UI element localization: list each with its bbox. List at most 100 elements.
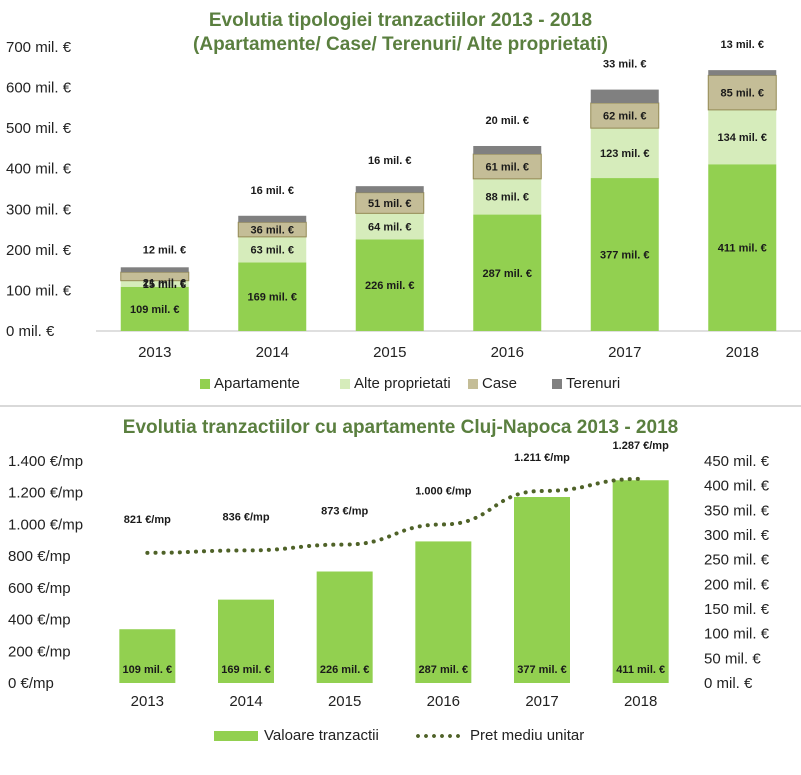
right-y-tick-label: 450 mil. € [704, 453, 770, 470]
data-label: 226 mil. € [320, 664, 370, 676]
bar-valoare-tranzactii [415, 541, 471, 683]
right-y-tick-label: 0 mil. € [704, 675, 753, 692]
legend-swatch [340, 379, 350, 389]
data-label: 64 mil. € [368, 221, 411, 233]
data-label: 51 mil. € [368, 198, 411, 210]
y-tick-label: 0 mil. € [6, 323, 55, 340]
data-label: 1.000 €/mp [415, 485, 472, 497]
x-tick-label: 2014 [229, 693, 262, 710]
legend-label: Valoare tranzactii [264, 727, 379, 744]
legend-item-alte-proprietati: Alte proprietati [340, 375, 451, 392]
bar-segment-terenuri [591, 90, 659, 103]
legend-item-terenuri: Terenuri [552, 375, 620, 392]
data-label: 20 mil. € [486, 115, 529, 127]
data-label: 36 mil. € [251, 225, 294, 237]
right-y-tick-label: 400 mil. € [704, 478, 770, 495]
y-tick-label: 700 mil. € [6, 39, 72, 56]
data-label: 109 mil. € [130, 304, 180, 316]
legend-label: Pret mediu unitar [470, 727, 584, 744]
x-tick-label: 2016 [491, 344, 524, 361]
chart-1-panel: Evolutia tipologiei tranzactiilor 2013 -… [0, 0, 801, 400]
left-y-tick-label: 1.400 €/mp [8, 453, 83, 470]
data-label: 109 mil. € [123, 664, 173, 676]
x-tick-label: 2013 [131, 693, 164, 710]
bar-segment-terenuri [238, 216, 306, 222]
data-label: 821 €/mp [124, 514, 171, 526]
data-label: 61 mil. € [486, 161, 529, 173]
data-label: 1.211 €/mp [514, 452, 570, 464]
data-label: 1.287 €/mp [613, 440, 670, 452]
y-tick-label: 200 mil. € [6, 242, 72, 259]
legend-label: Alte proprietati [354, 375, 451, 392]
right-y-tick-label: 250 mil. € [704, 552, 770, 569]
chart-1-plot: 0 mil. € 100 mil. € 200 mil. € 300 mil. € 40… [0, 0, 801, 400]
legend-swatch [468, 379, 478, 389]
legend-swatch [200, 379, 210, 389]
y-tick-label: 500 mil. € [6, 120, 72, 137]
x-tick-label: 2017 [525, 693, 558, 710]
data-label: 411 mil. € [718, 243, 767, 255]
legend-label: Case [482, 375, 517, 392]
data-label: 16 mil. € [251, 185, 294, 197]
x-tick-label: 2014 [256, 344, 289, 361]
left-y-tick-label: 800 €/mp [8, 548, 71, 565]
chart-2-panel: Evolutia tranzactiilor cu apartamente Cl… [0, 405, 801, 773]
left-y-tick-label: 1.200 €/mp [8, 485, 83, 502]
right-y-tick-label: 200 mil. € [704, 576, 770, 593]
bar-segment-terenuri [708, 70, 776, 75]
x-tick-label: 2015 [328, 693, 361, 710]
y-tick-label: 300 mil. € [6, 201, 72, 218]
x-tick-label: 2013 [138, 344, 171, 361]
x-tick-label: 2016 [427, 693, 460, 710]
data-label: 88 mil. € [486, 192, 529, 204]
bar-segment-terenuri [121, 267, 189, 272]
left-y-tick-label: 200 €/mp [8, 643, 71, 660]
data-label: 16 mil. € [368, 155, 411, 167]
right-y-tick-label: 300 mil. € [704, 527, 770, 544]
data-label: 169 mil. € [247, 292, 297, 304]
legend-label: Apartamente [214, 375, 300, 392]
right-y-tick-label: 350 mil. € [704, 502, 770, 519]
legend-item-case: Case [468, 375, 517, 392]
data-label: 33 mil. € [603, 59, 646, 71]
data-label: 134 mil. € [717, 132, 767, 144]
data-label: 63 mil. € [251, 245, 294, 257]
data-label: 123 mil. € [600, 148, 650, 160]
y-tick-label: 400 mil. € [6, 161, 72, 178]
data-label: 21 mil. € [143, 278, 186, 290]
bar-segment-terenuri [473, 146, 541, 154]
data-label: 873 €/mp [321, 506, 368, 518]
chart-2-plot: 0 €/mp 200 €/mp 400 €/mp 600 €/mp 800 €/mp 1.… [0, 407, 801, 775]
data-label: 287 mil. € [419, 664, 469, 676]
data-label: 411 mil. € [616, 664, 665, 676]
legend-item-apartamente: Apartamente [200, 375, 300, 392]
legend-swatch [214, 731, 258, 741]
x-tick-label: 2018 [726, 344, 759, 361]
y-tick-label: 100 mil. € [6, 282, 72, 299]
legend-label: Terenuri [566, 375, 620, 392]
legend-swatch [552, 379, 562, 389]
data-label: 836 €/mp [222, 511, 269, 523]
data-label: 169 mil. € [221, 664, 271, 676]
x-tick-label: 2018 [624, 693, 657, 710]
data-label: 226 mil. € [365, 280, 415, 292]
data-label: 377 mil. € [600, 250, 650, 262]
left-y-tick-label: 1.000 €/mp [8, 516, 83, 533]
legend-swatch [414, 734, 464, 738]
data-label: 13 mil. € [721, 39, 764, 51]
bar-segment-terenuri [356, 186, 424, 192]
y-tick-label: 600 mil. € [6, 80, 72, 97]
left-y-tick-label: 0 €/mp [8, 675, 54, 692]
left-y-tick-label: 400 €/mp [8, 612, 71, 629]
legend-item-valoare-tranzactii: Valoare tranzactii [214, 727, 379, 744]
data-label: 287 mil. € [482, 268, 532, 280]
left-y-tick-label: 600 €/mp [8, 580, 71, 597]
data-label: 62 mil. € [603, 111, 646, 123]
data-label: 85 mil. € [721, 88, 764, 100]
bar-valoare-tranzactii [514, 497, 570, 683]
data-label: 12 mil. € [143, 244, 186, 256]
bar-valoare-tranzactii [613, 480, 669, 683]
x-tick-label: 2017 [608, 344, 641, 361]
data-label: 377 mil. € [517, 664, 567, 676]
right-y-tick-label: 100 mil. € [704, 626, 770, 643]
